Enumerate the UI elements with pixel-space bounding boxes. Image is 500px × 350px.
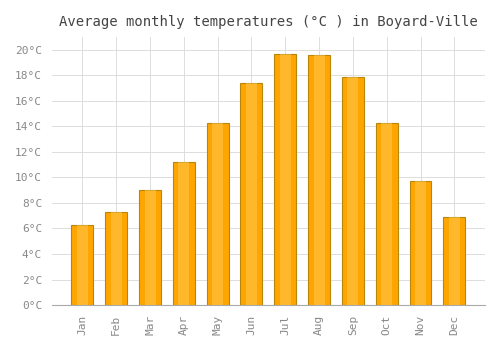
Bar bbox=[348, 77, 358, 305]
Bar bbox=[240, 83, 262, 305]
Bar bbox=[415, 181, 426, 305]
Bar bbox=[449, 217, 460, 305]
Bar bbox=[381, 122, 392, 305]
Bar bbox=[206, 122, 229, 305]
Bar bbox=[212, 122, 223, 305]
Bar bbox=[110, 212, 122, 305]
Bar bbox=[178, 162, 190, 305]
Bar bbox=[410, 181, 432, 305]
Bar bbox=[246, 83, 257, 305]
Bar bbox=[77, 225, 88, 305]
Bar bbox=[308, 55, 330, 305]
Bar bbox=[280, 54, 291, 305]
Bar bbox=[139, 190, 161, 305]
Bar bbox=[444, 217, 466, 305]
Bar bbox=[144, 190, 156, 305]
Bar bbox=[342, 77, 364, 305]
Bar bbox=[173, 162, 195, 305]
Bar bbox=[72, 225, 94, 305]
Bar bbox=[314, 55, 324, 305]
Bar bbox=[105, 212, 127, 305]
Bar bbox=[376, 122, 398, 305]
Bar bbox=[274, 54, 296, 305]
Title: Average monthly temperatures (°C ) in Boyard-Ville: Average monthly temperatures (°C ) in Bo… bbox=[59, 15, 478, 29]
